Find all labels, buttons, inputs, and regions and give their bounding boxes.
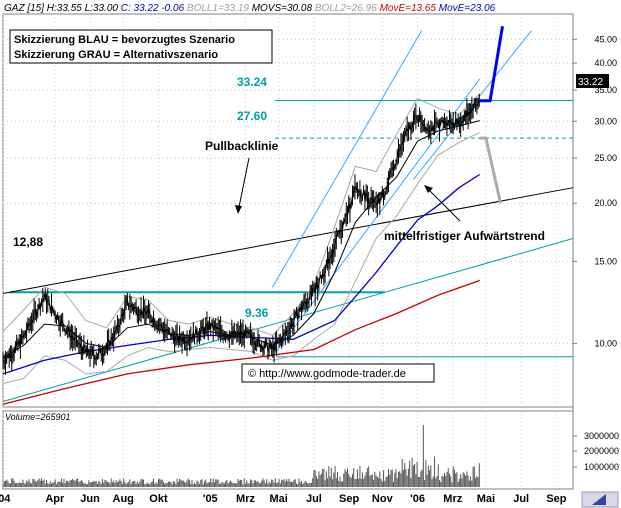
pullback-arrowhead xyxy=(235,205,242,214)
preferred-scenario-arrow xyxy=(479,26,504,103)
volume-tick-label: 1000000 xyxy=(584,462,619,472)
price-bars xyxy=(2,94,480,375)
copyright-box xyxy=(241,363,435,383)
level-label-33-24: 33.24 xyxy=(237,75,267,89)
x-tick-label: Apr xyxy=(45,493,65,505)
volume-label: Volume=265901 xyxy=(5,412,70,422)
last-price-text: 33.22 xyxy=(578,77,603,88)
volume-tick-label: 2000000 xyxy=(584,446,619,456)
trend-channels xyxy=(2,30,574,403)
legend-box xyxy=(9,29,273,64)
legend-line-1: Skizzierung BLAU = bevorzugtes Szenario xyxy=(14,34,235,46)
x-tick-label: Okt xyxy=(149,493,168,505)
x-tick-label: Mrz xyxy=(236,493,255,505)
x-tick-label: '06 xyxy=(410,493,425,505)
x-tick-label: Sep xyxy=(546,493,566,505)
y-tick-label: 35.00 xyxy=(594,85,617,95)
x-tick-label: Jun xyxy=(80,493,100,505)
channel-inner-line xyxy=(413,30,532,180)
x-tick-label: Mai xyxy=(477,493,495,505)
alternative-scenario-arrow xyxy=(479,136,502,204)
x-tick-label: Sep xyxy=(339,493,359,505)
level-label-27-60: 27.60 xyxy=(237,109,267,123)
legend-line-2: Skizzierung GRAU = Alternativszenario xyxy=(14,49,218,61)
x-tick-label: Mrz xyxy=(443,493,462,505)
trend-arrowhead xyxy=(424,185,433,193)
header-item: C: 33.22 -0.06 xyxy=(121,3,187,14)
header-item: BOLL2=26.96 xyxy=(315,3,380,14)
x-tick-label: '05 xyxy=(203,493,218,505)
navigate-arrow-icon xyxy=(592,494,606,505)
y-tick-label: 10.00 xyxy=(594,338,617,348)
x-tick-label: Aug xyxy=(113,493,134,505)
header-item: MovE=13.65 xyxy=(380,3,439,14)
y-tick-label: 20.00 xyxy=(594,198,617,208)
x-tick-label: Nov xyxy=(372,493,394,505)
y-tick-label: 15.00 xyxy=(594,256,617,266)
x-axis: '04 Apr Jun Aug Okt '05 Mrz Mai Jul Sep Nov '06 Mrz M… xyxy=(0,493,567,505)
trend-arrow xyxy=(425,186,461,222)
y-tick-label: 25.00 xyxy=(594,153,617,163)
trend-label: mittelfristiger Aufwärtstrend xyxy=(384,229,545,243)
pullback-arrow xyxy=(237,157,250,213)
bollinger-lower-line xyxy=(2,131,480,384)
y-tick-label: 40.00 xyxy=(594,58,617,68)
pullback-line xyxy=(2,187,574,294)
y-axis: 45.00 40.00 35.00 30.00 25.00 20.00 15.00 10.00… xyxy=(573,34,619,472)
channel-upper-line xyxy=(272,30,423,288)
volume-tick-label: 3000000 xyxy=(584,431,619,441)
header-item: BOLL1=33.19 xyxy=(187,3,252,14)
channel-lower-line xyxy=(272,78,481,358)
level-label-12-88: 12,88 xyxy=(13,235,43,249)
long-trend-line xyxy=(2,238,574,403)
chart-header: GAZ [15] H:33.55 L:33.00 C: 33.22 -0.06 … xyxy=(4,3,496,14)
price-line xyxy=(2,100,480,364)
header-item: GAZ [15] H:33.55 L:33.00 xyxy=(4,3,121,14)
pullback-label: Pullbacklinie xyxy=(205,139,279,153)
x-tick-label: '04 xyxy=(0,493,11,505)
x-tick-label: Jul xyxy=(306,493,322,505)
header-item: MOVS=30.08 xyxy=(252,3,315,14)
level-label-9-36: 9.36 xyxy=(245,306,269,320)
last-price-badge xyxy=(576,74,609,88)
y-tick-label: 45.00 xyxy=(594,34,617,44)
ema-long-line xyxy=(2,279,480,405)
copyright-text: © http://www.godmode-trader.de xyxy=(248,368,406,380)
x-tick-label: Jul xyxy=(513,493,529,505)
volume-bars xyxy=(2,425,480,487)
x-tick-label: Mai xyxy=(270,493,288,505)
y-tick-label: 30.00 xyxy=(594,116,617,126)
header-item: MovE=23.06 xyxy=(439,3,496,14)
scenario-arrows xyxy=(479,26,504,204)
